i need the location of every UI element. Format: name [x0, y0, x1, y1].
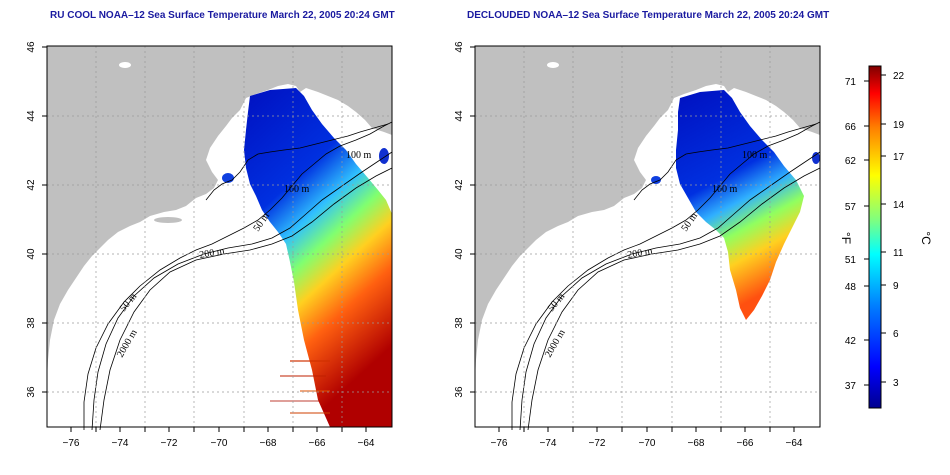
colorbar-c-tick: 9 — [893, 281, 899, 292]
right-lon-tick: −68 — [688, 438, 705, 449]
colorbar-unit-celsius: °C — [919, 231, 933, 245]
right-lon-tick: −74 — [540, 438, 557, 449]
left-lat-tick: 36 — [26, 386, 37, 398]
temperature-colorbar: 71 66 62 57 51 48 42 37 22 19 17 14 11 9… — [839, 65, 933, 409]
colorbar-f-tick: 62 — [845, 156, 857, 167]
right-grid — [475, 46, 820, 427]
left-lat-tick: 40 — [26, 248, 37, 260]
colorbar-c-tick: 19 — [893, 120, 905, 131]
right-lon-tick: −76 — [491, 438, 508, 449]
right-lat-tick: 38 — [454, 317, 465, 329]
colorbar-f-tick: 51 — [845, 255, 857, 266]
colorbar-c-tick: 11 — [893, 248, 904, 259]
colorbar-f-tick: 42 — [845, 336, 857, 347]
left-contour-100m — [205, 123, 389, 201]
colorbar-c-tick: 17 — [893, 152, 905, 163]
right-contour-label-6: 100 m — [742, 150, 768, 161]
left-lon-tick: −68 — [260, 438, 277, 449]
right-lon-tick: −66 — [737, 438, 754, 449]
colorbar-c-tick: 14 — [893, 200, 905, 211]
colorbar-unit-fahrenheit: °F — [839, 232, 853, 244]
right-lat-tick: 36 — [454, 386, 465, 398]
right-lat-tick: 46 — [454, 41, 465, 53]
colorbar-gradient — [868, 65, 882, 409]
colorbar-c-tick: 22 — [893, 71, 905, 82]
right-lon-tick: −64 — [786, 438, 803, 449]
right-contour-label-2: 200 m — [627, 246, 654, 261]
right-contour-100m — [633, 123, 817, 201]
left-grid — [47, 46, 392, 427]
left-map-title: RU COOL NOAA–12 Sea Surface Temperature … — [50, 10, 395, 21]
left-map: 50 m 200 m 50 m 2000 m 100 m 100 m — [26, 41, 393, 449]
left-land — [47, 46, 392, 380]
left-contour-label-6: 100 m — [346, 150, 372, 161]
right-map: 50 m 200 m 50 m 2000 m 100 m 100 m — [454, 41, 821, 449]
right-lat-tick: 40 — [454, 248, 465, 260]
left-lon-tick: −72 — [161, 438, 178, 449]
left-lat-tick: 46 — [26, 41, 37, 53]
left-lat-tick: 44 — [26, 110, 37, 122]
colorbar-f-tick: 57 — [845, 202, 857, 213]
right-contour-label-5: 100 m — [712, 184, 738, 195]
left-sst-field — [244, 88, 392, 427]
right-map-title: DECLOUDED NOAA–12 Sea Surface Temperatur… — [467, 10, 830, 21]
colorbar-f-tick: 66 — [845, 122, 857, 133]
left-contour-label-2: 200 m — [199, 246, 226, 261]
right-lat-tick: 42 — [454, 179, 465, 191]
colorbar-c-tick: 6 — [893, 329, 899, 340]
right-lon-tick: −72 — [589, 438, 606, 449]
right-land — [475, 46, 820, 380]
left-sst-speckle — [270, 360, 330, 414]
colorbar-f-tick: 71 — [845, 77, 857, 88]
left-lon-tick: −70 — [211, 438, 228, 449]
right-lat-tick: 44 — [454, 110, 465, 122]
left-lon-tick: −64 — [358, 438, 375, 449]
left-contour-label-5: 100 m — [284, 184, 310, 195]
colorbar-f-tick: 48 — [845, 282, 857, 293]
left-lat-tick: 38 — [26, 317, 37, 329]
right-lon-tick: −70 — [639, 438, 656, 449]
left-lon-tick: −76 — [63, 438, 80, 449]
right-sst-field — [676, 90, 804, 320]
left-lat-tick: 42 — [26, 179, 37, 191]
colorbar-f-tick: 37 — [845, 381, 857, 392]
left-lon-tick: −74 — [112, 438, 129, 449]
colorbar-c-tick: 3 — [893, 378, 899, 389]
left-lon-tick: −66 — [309, 438, 326, 449]
